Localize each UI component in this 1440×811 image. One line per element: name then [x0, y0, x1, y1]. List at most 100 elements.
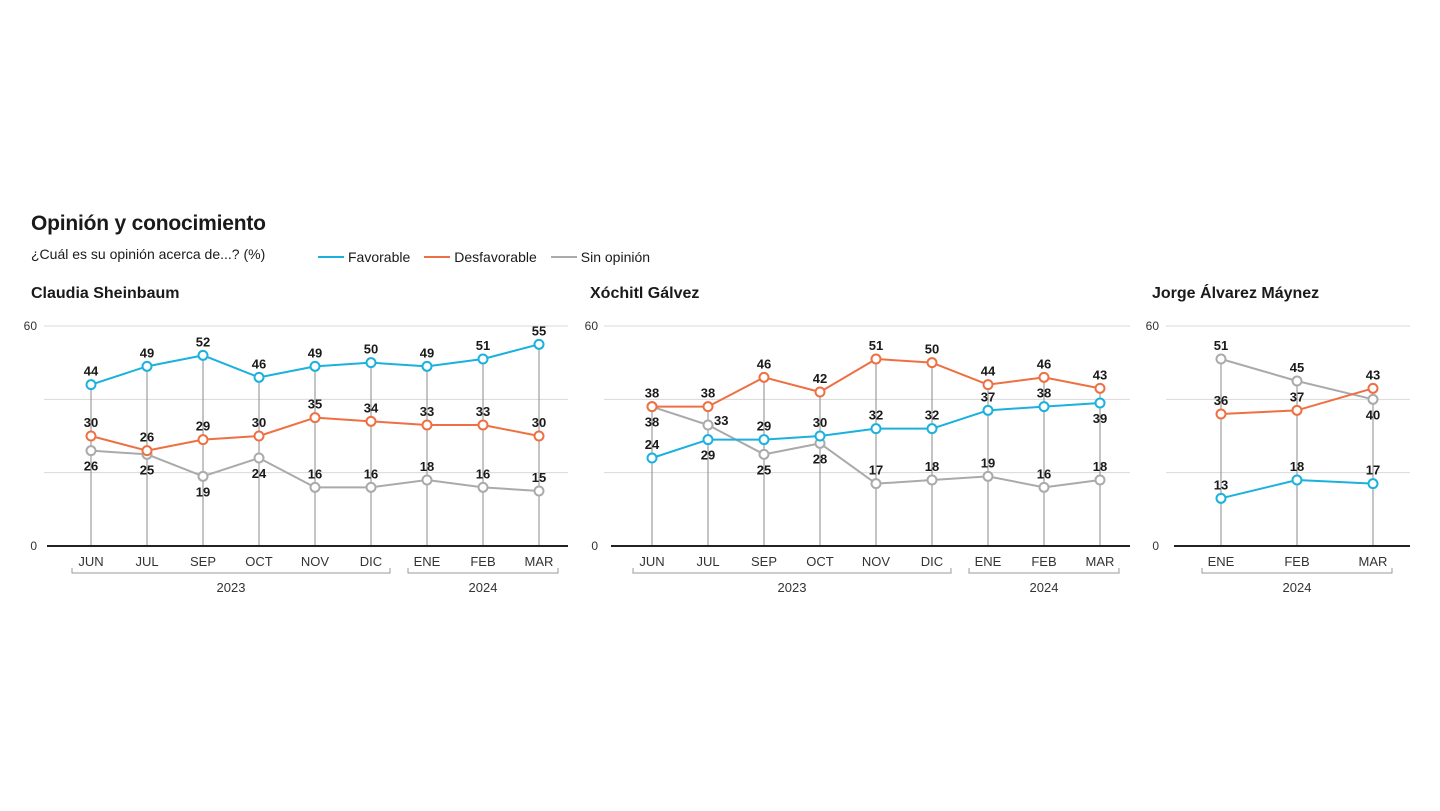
galvez-x-tick-label: JUN — [639, 554, 664, 569]
chart-subtitle: ¿Cuál es su opinión acerca de...? (%) — [31, 246, 266, 262]
galvez-data-label: 37 — [981, 389, 995, 404]
sheinbaum-data-label: 35 — [308, 397, 322, 412]
maynez-point-0 — [1215, 492, 1227, 504]
galvez-data-label: 32 — [869, 408, 883, 423]
sheinbaum-point-1 — [197, 434, 209, 446]
galvez-point-2 — [870, 478, 882, 490]
sheinbaum-data-label: 16 — [364, 466, 378, 481]
panel-title-galvez: Xóchitl Gálvez — [590, 285, 700, 302]
sheinbaum-data-label: 52 — [196, 334, 210, 349]
legend: Favorable Desfavorable Sin opinión — [318, 249, 650, 265]
sheinbaum-data-label: 30 — [252, 415, 266, 430]
sheinbaum-point-2 — [85, 445, 97, 457]
galvez-data-label: 24 — [645, 437, 660, 452]
galvez-point-1 — [926, 357, 938, 369]
galvez-point-2 — [982, 470, 994, 482]
galvez-x-tick-label: ENE — [975, 554, 1002, 569]
sheinbaum-x-tick-label: MAR — [525, 554, 554, 569]
maynez-data-label: 17 — [1366, 463, 1380, 478]
sheinbaum-point-1 — [85, 430, 97, 442]
sheinbaum-x-tick-label: ENE — [414, 554, 441, 569]
sheinbaum-year-bracket — [407, 568, 559, 574]
galvez-point-0 — [870, 423, 882, 435]
galvez-data-label: 42 — [813, 371, 827, 386]
maynez-point-2 — [1291, 375, 1303, 387]
maynez-data-label: 40 — [1366, 407, 1380, 422]
maynez-point-2 — [1215, 353, 1227, 365]
sheinbaum-data-label: 30 — [532, 415, 546, 430]
sheinbaum-point-1 — [141, 445, 153, 457]
maynez-point-0 — [1291, 474, 1303, 486]
chart-title: Opinión y conocimiento — [31, 212, 266, 235]
galvez-ytick-label: 60 — [585, 319, 599, 333]
galvez-year-bracket — [632, 568, 952, 574]
galvez-data-label: 38 — [701, 386, 715, 401]
galvez-data-label: 30 — [813, 415, 827, 430]
galvez-data-label: 38 — [1037, 386, 1051, 401]
maynez-point-1 — [1367, 382, 1379, 394]
galvez-point-1 — [982, 379, 994, 391]
sheinbaum-point-1 — [365, 415, 377, 427]
sheinbaum-data-label: 24 — [252, 466, 267, 481]
sheinbaum-point-2 — [365, 481, 377, 493]
galvez-data-label: 44 — [981, 364, 996, 379]
sheinbaum-data-label: 49 — [308, 345, 322, 360]
sheinbaum-year-label: 2024 — [469, 580, 498, 595]
sheinbaum-point-0 — [309, 360, 321, 372]
galvez-data-label: 19 — [981, 455, 995, 470]
maynez-data-label: 51 — [1214, 338, 1228, 353]
sheinbaum-point-2 — [197, 470, 209, 482]
galvez-data-label: 38 — [645, 415, 659, 430]
sheinbaum-data-label: 18 — [420, 459, 434, 474]
maynez-point-1 — [1291, 404, 1303, 416]
galvez-point-0 — [646, 452, 658, 464]
galvez-point-2 — [926, 474, 938, 486]
maynez-data-label: 43 — [1366, 367, 1380, 382]
sheinbaum-data-label: 26 — [84, 459, 98, 474]
galvez-x-tick-label: DIC — [921, 554, 943, 569]
legend-swatch-favorable — [318, 256, 344, 258]
maynez-x-tick-label: FEB — [1284, 554, 1309, 569]
galvez-data-label: 28 — [813, 451, 827, 466]
maynez-data-label: 36 — [1214, 393, 1228, 408]
sheinbaum-data-label: 16 — [308, 466, 322, 481]
maynez-year-bracket — [1201, 568, 1393, 574]
maynez-point-1 — [1215, 408, 1227, 420]
galvez-data-label: 38 — [645, 386, 659, 401]
galvez-x-tick-label: FEB — [1031, 554, 1056, 569]
sheinbaum-data-label: 34 — [364, 400, 379, 415]
maynez-ytick-label: 0 — [1152, 539, 1159, 553]
legend-label-favorable: Favorable — [348, 249, 411, 265]
sheinbaum-ytick-label: 0 — [30, 539, 37, 553]
maynez-data-label: 18 — [1290, 459, 1304, 474]
galvez-data-label: 43 — [1093, 367, 1107, 382]
galvez-point-1 — [702, 401, 714, 413]
sheinbaum-data-label: 29 — [196, 419, 210, 434]
maynez-point-2 — [1367, 393, 1379, 405]
sheinbaum-data-label: 33 — [476, 404, 490, 419]
sheinbaum-data-label: 49 — [420, 345, 434, 360]
sheinbaum-data-label: 46 — [252, 356, 266, 371]
sheinbaum-x-tick-label: OCT — [245, 554, 273, 569]
galvez-point-2 — [1094, 474, 1106, 486]
sheinbaum-point-1 — [309, 412, 321, 424]
galvez-point-1 — [1094, 382, 1106, 394]
legend-swatch-sin-opinion — [550, 256, 577, 258]
galvez-data-label: 32 — [925, 408, 939, 423]
sheinbaum-x-tick-label: DIC — [360, 554, 382, 569]
galvez-point-2 — [758, 448, 770, 460]
galvez-data-label: 18 — [925, 459, 939, 474]
sheinbaum-point-2 — [253, 452, 265, 464]
galvez-data-label: 46 — [1037, 356, 1051, 371]
maynez-x-tick-label: MAR — [1359, 554, 1388, 569]
sheinbaum-point-0 — [533, 338, 545, 350]
sheinbaum-point-2 — [421, 474, 433, 486]
legend-item-desfavorable: Desfavorable — [424, 249, 537, 265]
galvez-point-0 — [702, 434, 714, 446]
sheinbaum-point-0 — [141, 360, 153, 372]
sheinbaum-data-label: 49 — [140, 345, 154, 360]
sheinbaum-point-0 — [365, 357, 377, 369]
maynez-ytick-label: 60 — [1146, 319, 1160, 333]
galvez-data-label: 17 — [869, 463, 883, 478]
